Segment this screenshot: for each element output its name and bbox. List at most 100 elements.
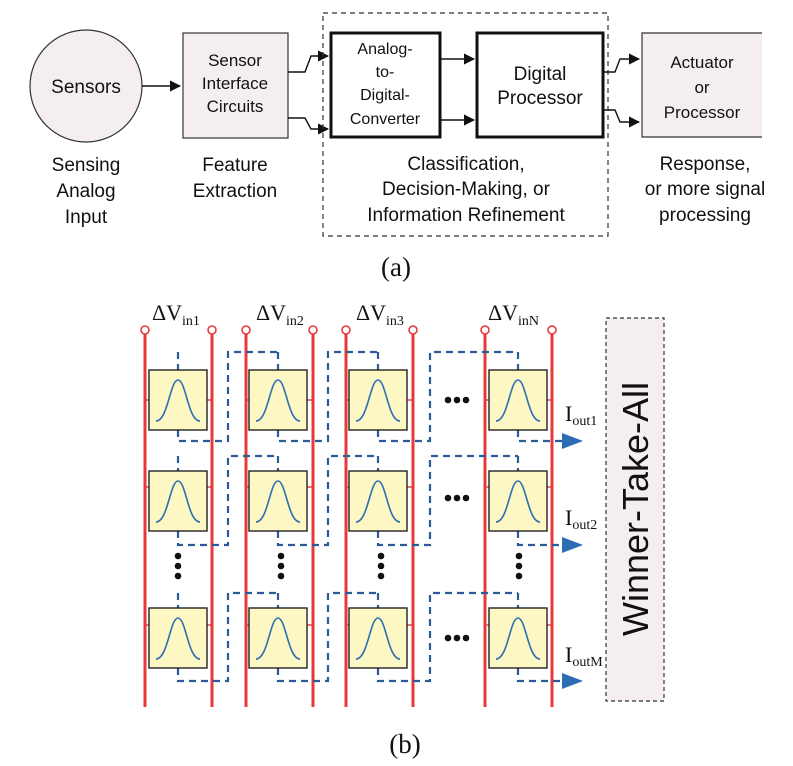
processing-caption-line: Classification,: [407, 154, 524, 175]
winner-take-all-label: Winner-Take-All: [615, 382, 656, 636]
bump-cell: [485, 607, 552, 669]
gaussian-curve-icon: [255, 379, 301, 422]
gaussian-curve-icon: [495, 379, 541, 422]
wire: [176, 350, 278, 443]
output-label: IoutM: [565, 642, 603, 670]
ellipsis-dot: [453, 494, 461, 502]
actuator-caption-line: or more signal: [645, 179, 765, 200]
wire: [376, 454, 518, 547]
sensor-interface-box: [182, 32, 289, 139]
gaussian-curve-icon: [355, 379, 401, 422]
ellipsis-dot: [444, 494, 452, 502]
wire: [276, 591, 378, 683]
ellipsis-dot: [462, 396, 470, 404]
interface-label-line: Interface: [202, 74, 268, 93]
ellipsis-dot: [277, 552, 285, 560]
wire: [176, 591, 278, 683]
input-label: ΔVin3: [356, 300, 404, 329]
actuator-box-border: [641, 32, 762, 138]
adc-label-line: Converter: [350, 111, 421, 128]
ellipsis-dot: [377, 572, 385, 580]
rail-terminal: [140, 325, 150, 335]
sensors-label: Sensors: [51, 77, 121, 98]
actuator-label-line: Processor: [664, 103, 741, 122]
wire: [516, 430, 562, 443]
bump-cell: [246, 607, 313, 669]
winner-take-all-block: [605, 317, 665, 702]
interface-label-line: Sensor: [208, 51, 262, 70]
actuator-box: [642, 33, 762, 137]
ellipsis-dot: [444, 634, 452, 642]
input-label: ΔVin2: [256, 300, 304, 329]
rail-terminal: [241, 325, 251, 335]
processing-caption-line: Information Refinement: [367, 205, 565, 226]
ellipsis-dot: [277, 572, 285, 580]
bump-cell: [246, 470, 313, 532]
output-arrow: [562, 673, 583, 689]
actuator-caption-line: Response,: [660, 154, 751, 175]
adc-label-line: to-: [376, 64, 395, 81]
gaussian-curve-icon: [495, 617, 541, 660]
ellipsis-dot: [174, 562, 182, 570]
arrow-digital-to-actuator-top: [603, 53, 641, 73]
caption-b: (b): [389, 729, 420, 759]
gaussian-curve-icon: [155, 379, 201, 422]
interface-caption-line: Extraction: [193, 181, 277, 202]
output-arrow: [562, 433, 583, 449]
column-ellipsis: [444, 396, 470, 642]
ellipsis-dot: [462, 634, 470, 642]
wire: [276, 454, 378, 547]
gaussian-curve-icon: [155, 480, 201, 523]
ellipsis-dot: [515, 572, 523, 580]
ellipsis-dot: [377, 552, 385, 560]
ellipsis-dot: [444, 396, 452, 404]
ellipsis-dot: [174, 552, 182, 560]
output-label: Iout2: [565, 505, 597, 533]
rail-terminal: [480, 325, 490, 335]
bump-cells: [145, 369, 552, 669]
digital-processor-box: [475, 31, 605, 139]
gaussian-curve-icon: [355, 480, 401, 523]
interface-caption-line: Feature: [202, 155, 267, 176]
input-label: ΔVin1: [152, 300, 200, 329]
actuator-label-line: or: [694, 78, 709, 97]
ellipsis-dot: [277, 562, 285, 570]
bump-cell: [485, 470, 552, 532]
gaussian-curve-icon: [155, 617, 201, 660]
part-a: Sensors Sensing Analog Input Sensor Inte…: [29, 12, 765, 282]
input-rails: [140, 325, 557, 707]
actuator-caption-line: processing: [659, 205, 751, 226]
output-label: Iout1: [565, 401, 597, 429]
ellipsis-dot: [462, 494, 470, 502]
wire: [276, 350, 378, 443]
wire: [376, 591, 518, 683]
rail-terminal: [207, 325, 217, 335]
gaussian-curve-icon: [255, 480, 301, 523]
bump-cell: [145, 607, 212, 669]
bump-cell: [246, 369, 313, 431]
ellipsis-dot: [377, 562, 385, 570]
rail-terminal: [408, 325, 418, 335]
bump-cell: [145, 369, 212, 431]
wire: [176, 454, 278, 547]
digital-label-line: Digital: [514, 64, 567, 85]
ellipsis-dot: [515, 552, 523, 560]
arrow-interface-to-adc-top: [288, 50, 330, 73]
rail-terminal: [341, 325, 351, 335]
wire: [516, 668, 562, 683]
part-b: ΔVin1 ΔVin2 ΔVin3 ΔVinN: [140, 300, 665, 759]
sensors-caption-line: Input: [65, 207, 108, 228]
input-label: ΔVinN: [488, 300, 539, 329]
output-wiring: [176, 350, 562, 683]
wire: [376, 350, 518, 443]
arrow-interface-to-adc-bottom: [288, 117, 330, 135]
row-ellipsis: [174, 552, 523, 580]
gaussian-curve-icon: [255, 617, 301, 660]
wire: [516, 531, 562, 547]
arrow-digital-to-actuator-bottom: [603, 109, 641, 128]
bump-cell: [346, 607, 413, 669]
adc-box: [329, 31, 442, 139]
bump-cell: [346, 470, 413, 532]
ellipsis-dot: [453, 396, 461, 404]
